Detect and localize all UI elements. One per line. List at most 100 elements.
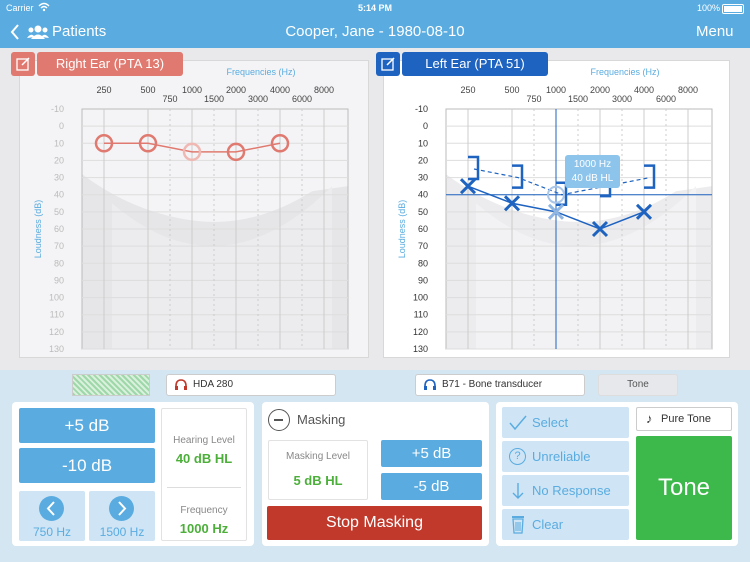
frequency-tick-label: 2000 xyxy=(226,85,246,95)
left-ear-bone-point xyxy=(644,164,656,189)
frequency-tick-label: 6000 xyxy=(656,94,676,104)
db-tick-label: 130 xyxy=(413,344,428,354)
right-ear-threshold-line xyxy=(104,142,281,153)
chevron-left-icon xyxy=(10,24,19,40)
masking-panel: Masking Masking Level 5 dB HL +5 dB -5 d… xyxy=(262,402,489,546)
frequency-axis-title: Frequencies (Hz) xyxy=(226,67,295,77)
audiogram-area: -10 0 10 20 30 40 50 60 70 80 90 100 110 120 130 250 500… xyxy=(0,48,750,370)
left-ear-bone-point xyxy=(512,164,524,189)
masking-minus-5-button[interactable]: -5 dB xyxy=(381,473,482,500)
frequency-tick-label: 6000 xyxy=(292,94,312,104)
loudness-axis-title: Loudness (dB) xyxy=(397,200,407,259)
frequency-tick-label: 4000 xyxy=(634,85,654,95)
checkmark-icon xyxy=(509,415,527,431)
frequency-tick-label: 250 xyxy=(96,85,111,95)
frequency-tick-label: 4000 xyxy=(270,85,290,95)
minus-circle-icon xyxy=(268,409,290,431)
left-ear-bone-line xyxy=(473,168,651,196)
db-tick-label: 100 xyxy=(413,293,428,303)
frequency-tick-label: 3000 xyxy=(248,94,268,104)
pure-tone-label: Pure Tone xyxy=(661,413,711,425)
db-tick-label: 30 xyxy=(418,173,428,183)
db-tick-label: 10 xyxy=(54,138,64,148)
back-button[interactable]: Patients xyxy=(10,22,110,44)
previous-frequency-button[interactable]: 750 Hz xyxy=(19,491,85,541)
db-tick-label: -10 xyxy=(51,104,64,114)
frequency-tick-label: 3000 xyxy=(612,94,632,104)
level-readout: Hearing Level 40 dB HL Frequency 1000 Hz xyxy=(161,408,247,541)
pure-tone-selector[interactable]: ♪ Pure Tone xyxy=(636,407,732,431)
no-response-button[interactable]: No Response xyxy=(502,475,629,506)
right-ear-tab[interactable]: Right Ear (PTA 13) xyxy=(37,52,183,76)
unreliable-button[interactable]: ? Unreliable xyxy=(502,441,629,472)
frequency-tick-label: 500 xyxy=(140,85,155,95)
right-ear-threshold-point xyxy=(94,134,114,153)
tone-button[interactable]: Tone xyxy=(636,436,732,540)
right-ear-audiogram[interactable]: -10 0 10 20 30 40 50 60 70 80 90 100 110 120 130 250 500… xyxy=(20,61,370,359)
db-tick-label: 80 xyxy=(418,258,428,268)
minus-10-db-button[interactable]: -10 dB xyxy=(19,448,155,483)
edit-icon xyxy=(16,57,30,71)
db-tick-label: 40 xyxy=(418,190,428,200)
wifi-icon xyxy=(38,2,50,14)
noise-indicator xyxy=(72,374,150,396)
carrier-label: Carrier xyxy=(6,3,34,13)
masking-level-value: 5 dB HL xyxy=(293,473,343,488)
db-tick-label: 50 xyxy=(54,207,64,217)
stop-masking-button[interactable]: Stop Masking xyxy=(267,506,482,540)
masking-plus-5-button[interactable]: +5 dB xyxy=(381,440,482,467)
db-tick-label: 120 xyxy=(413,327,428,337)
left-ear-threshold-point xyxy=(503,195,521,212)
tone-mode-tab[interactable]: Tone xyxy=(598,374,678,396)
masking-level-readout: Masking Level 5 dB HL xyxy=(268,440,368,500)
right-ear-threshold-point xyxy=(226,142,246,162)
no-response-label: No Response xyxy=(532,483,611,498)
right-transducer-selector[interactable]: HDA 280 xyxy=(166,374,336,396)
left-ear-bone-point xyxy=(468,155,480,181)
left-transducer-label: B71 - Bone transducer xyxy=(442,379,543,390)
music-note-icon: ♪ xyxy=(646,411,653,426)
next-frequency-button[interactable]: 1500 Hz xyxy=(89,491,155,541)
battery-icon xyxy=(722,4,744,14)
left-transducer-selector[interactable]: B71 - Bone transducer xyxy=(415,374,585,396)
plus-5-db-button[interactable]: +5 dB xyxy=(19,408,155,443)
masking-level-label: Masking Level xyxy=(286,451,350,462)
db-tick-label: 90 xyxy=(54,275,64,285)
hearing-level-label: Hearing Level xyxy=(173,435,235,446)
menu-button[interactable]: Menu xyxy=(696,23,734,40)
edit-icon xyxy=(381,57,395,71)
response-panel: Select ? Unreliable No Response Clear ♪ … xyxy=(496,402,738,546)
masking-toggle[interactable]: Masking xyxy=(268,408,368,432)
select-button[interactable]: Select xyxy=(502,407,629,438)
db-tick-label: 50 xyxy=(418,207,428,217)
tooltip-frequency: 1000 Hz xyxy=(573,159,612,170)
speech-banana-inner xyxy=(112,186,332,349)
db-tick-label: 40 xyxy=(54,190,64,200)
left-ear-audiogram[interactable]: -10 0 10 20 30 40 50 60 70 80 90 100 110 120 130 250 500… xyxy=(384,61,731,359)
right-ear-threshold-point xyxy=(270,134,290,153)
chevron-left-icon xyxy=(39,496,64,521)
left-ear-bone-point xyxy=(556,181,568,206)
db-tick-label: 90 xyxy=(418,275,428,285)
trash-icon xyxy=(512,516,524,534)
db-tick-label: 70 xyxy=(54,241,64,251)
frequency-axis-title: Frequencies (Hz) xyxy=(590,67,659,77)
left-ear-tab[interactable]: Left Ear (PTA 51) xyxy=(402,52,548,76)
left-ear-threshold-point xyxy=(591,220,609,238)
left-ear-edit-button[interactable] xyxy=(376,52,400,76)
hearing-level-value: 40 dB HL xyxy=(175,451,233,466)
loudness-axis-title: Loudness (dB) xyxy=(33,200,43,259)
select-label: Select xyxy=(532,415,569,430)
right-ear-threshold-point xyxy=(182,142,202,162)
clear-label: Clear xyxy=(532,517,564,532)
db-tick-label: 110 xyxy=(50,310,64,320)
frequency-label: Frequency xyxy=(180,505,228,516)
left-ear-card: -10 0 10 20 30 40 50 60 70 80 90 100 110 120 130 250 500… xyxy=(383,60,730,358)
db-tick-label: 100 xyxy=(49,293,64,303)
chevron-right-icon xyxy=(109,496,134,521)
right-ear-edit-button[interactable] xyxy=(11,52,35,76)
clear-button[interactable]: Clear xyxy=(502,509,629,540)
speech-banana-inner xyxy=(476,186,696,349)
threshold-tooltip: 1000 Hz 40 dB HL xyxy=(565,155,620,188)
arrow-down-icon xyxy=(512,483,524,499)
